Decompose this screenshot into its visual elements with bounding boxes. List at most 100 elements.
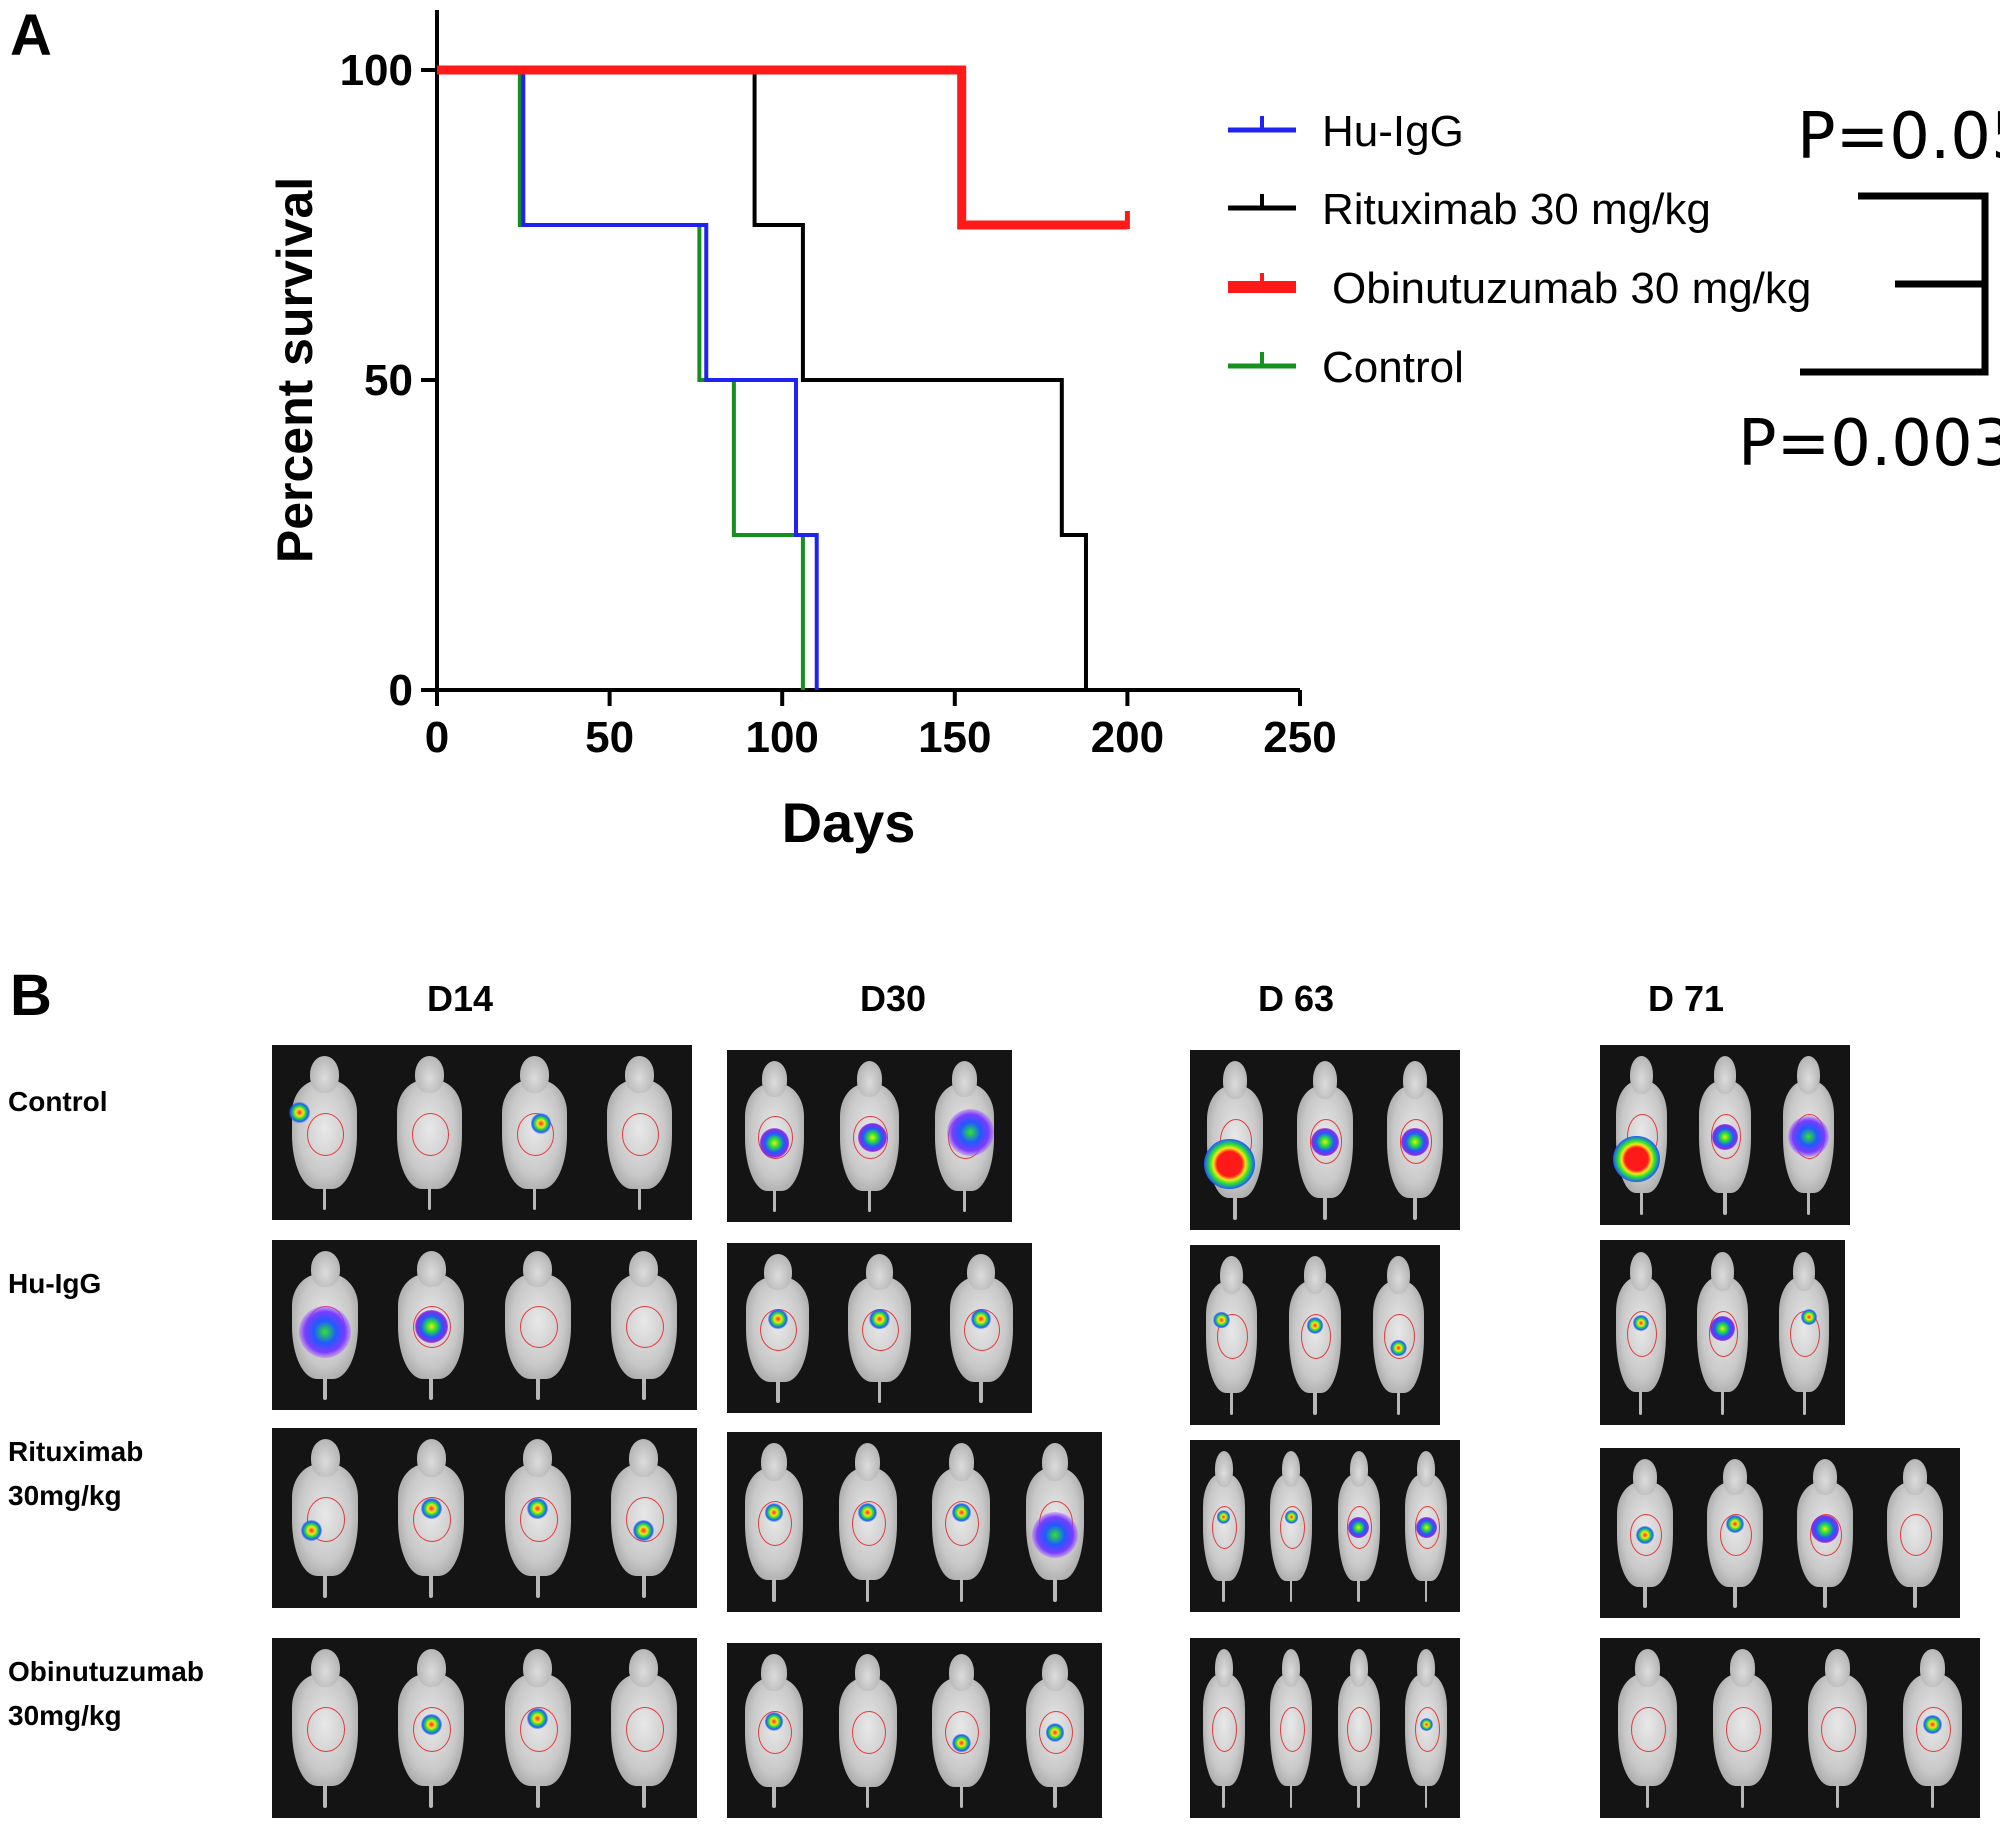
bioluminescence-signal	[952, 1503, 971, 1522]
legend-label-3: Control	[1322, 343, 1464, 392]
mouse-image	[1697, 1251, 1748, 1415]
roi-ellipse	[411, 1112, 450, 1156]
legend-label-2: Obinutuzumab 30 mg/kg	[1332, 264, 1811, 313]
p-value-bottom: P=0.003	[1738, 407, 2000, 481]
imaging-panel-2	[1190, 1050, 1460, 1230]
bioluminescence-signal	[1045, 1722, 1065, 1742]
roi-ellipse	[757, 1501, 792, 1546]
imaging-panel-8	[272, 1428, 697, 1608]
bioluminescence-signal	[1306, 1317, 1324, 1334]
roi-ellipse	[1212, 1707, 1238, 1752]
bioluminescence-signal	[414, 1310, 448, 1344]
bioluminescence-signal	[1712, 1123, 1738, 1150]
mouse-image	[949, 1253, 1013, 1404]
bioluminescence-signal	[1415, 1517, 1437, 1539]
bioluminescence-signal	[298, 1305, 352, 1359]
bioluminescence-signal	[301, 1520, 323, 1542]
mouse-image	[1618, 1649, 1677, 1808]
roi-ellipse	[1300, 1314, 1332, 1359]
bioluminescence-signal	[1348, 1517, 1370, 1539]
roi-ellipse	[1217, 1314, 1248, 1359]
roi-ellipse	[1719, 1513, 1753, 1556]
y-axis-label: Percent survival	[267, 177, 323, 563]
imaging-panel-1	[727, 1050, 1012, 1222]
mouse-image	[744, 1654, 803, 1808]
bioluminescence-signal	[633, 1520, 655, 1542]
roi-ellipse	[625, 1707, 664, 1752]
legend-label-1: Rituximab 30 mg/kg	[1322, 185, 1711, 234]
roi-ellipse	[945, 1501, 980, 1546]
roi-ellipse	[1809, 1513, 1843, 1556]
imaging-panel-4	[272, 1240, 697, 1410]
roi-ellipse	[945, 1710, 980, 1754]
bioluminescence-signal	[946, 1108, 994, 1156]
mouse-image	[932, 1654, 991, 1808]
roi-ellipse	[1916, 1707, 1951, 1752]
bioluminescence-signal	[1613, 1135, 1660, 1183]
bioluminescence-signal	[1709, 1315, 1736, 1342]
roi-ellipse	[307, 1707, 346, 1752]
chart-ticks: 0 50 100 150 200 250 0 50 100 Days Percent surviva…	[267, 46, 1337, 854]
y-tick-label-0: 0	[389, 666, 413, 715]
x-tick-label-1: 50	[585, 713, 634, 762]
bioluminescence-signal	[971, 1309, 992, 1330]
roi-ellipse	[1279, 1707, 1305, 1752]
x-tick-label-4: 200	[1091, 713, 1164, 762]
x-axis-label: Days	[782, 791, 916, 854]
imaging-panel-6	[1190, 1245, 1440, 1425]
imaging-panel-13	[727, 1643, 1102, 1818]
series-line-obinutuzumab-30-mg-kg	[437, 65, 1128, 230]
imaging-panel-11	[1600, 1448, 1960, 1618]
bioluminescence-signal	[289, 1102, 311, 1123]
bioluminescence-signal	[1401, 1127, 1429, 1156]
roi-ellipse	[1710, 1114, 1742, 1159]
x-tick-label-3: 150	[918, 713, 991, 762]
row-label-obinutuzumab: Obinutuzumab 30mg/kg	[8, 1656, 204, 1731]
y-tick-label-2: 100	[340, 46, 413, 95]
roi-ellipse	[625, 1497, 664, 1542]
roi-ellipse	[851, 1710, 886, 1754]
imaging-panel-15	[1600, 1638, 1980, 1818]
roi-ellipse	[625, 1305, 664, 1348]
roi-ellipse	[1399, 1119, 1433, 1164]
imaging-panel-9	[727, 1432, 1102, 1612]
bioluminescence-signal	[858, 1503, 877, 1522]
day-header-2: D30	[860, 978, 927, 1019]
bioluminescence-signal	[527, 1708, 549, 1730]
bioluminescence-signal	[767, 1309, 788, 1330]
bioluminescence-signal	[530, 1112, 552, 1134]
x-tick-label-0: 0	[425, 713, 449, 762]
roi-ellipse	[1309, 1119, 1343, 1164]
roi-ellipse	[1629, 1513, 1663, 1556]
roi-ellipse	[1414, 1506, 1440, 1549]
roi-ellipse	[519, 1497, 558, 1542]
bioluminescence-signal	[1632, 1314, 1649, 1331]
bioluminescence-signal	[857, 1122, 888, 1153]
roi-ellipse	[1899, 1513, 1933, 1556]
imaging-panel-7	[1600, 1240, 1845, 1425]
mouse-image	[1903, 1649, 1962, 1808]
series-line-hu-igg	[437, 68, 819, 690]
roi-ellipse	[1279, 1506, 1305, 1549]
bioluminescence-signal	[1811, 1515, 1839, 1544]
mouse-image	[840, 1061, 899, 1212]
bioluminescence-signal	[764, 1503, 784, 1522]
roi-ellipse	[1212, 1506, 1238, 1549]
bioluminescence-signal	[1419, 1717, 1433, 1731]
roi-ellipse	[307, 1497, 346, 1542]
bioluminescence-signal	[1390, 1339, 1407, 1357]
imaging-panel-12	[272, 1638, 697, 1818]
bioluminescence-signal	[1031, 1511, 1079, 1559]
row-label-control: Control	[8, 1086, 108, 1117]
bioluminescence-signal	[1204, 1139, 1255, 1190]
day-header-4: D 71	[1648, 978, 1725, 1019]
bioluminescence-signal	[420, 1498, 442, 1520]
row-label-hu-igg: Hu-IgG	[8, 1268, 102, 1299]
bioluminescence-signal	[1217, 1510, 1231, 1524]
series-line-control	[437, 68, 805, 690]
roi-ellipse	[1039, 1710, 1074, 1754]
bioluminescence-signal	[1284, 1510, 1298, 1524]
roi-ellipse	[1726, 1707, 1761, 1752]
roi-ellipse	[413, 1707, 452, 1752]
chart-axes	[435, 10, 1300, 692]
